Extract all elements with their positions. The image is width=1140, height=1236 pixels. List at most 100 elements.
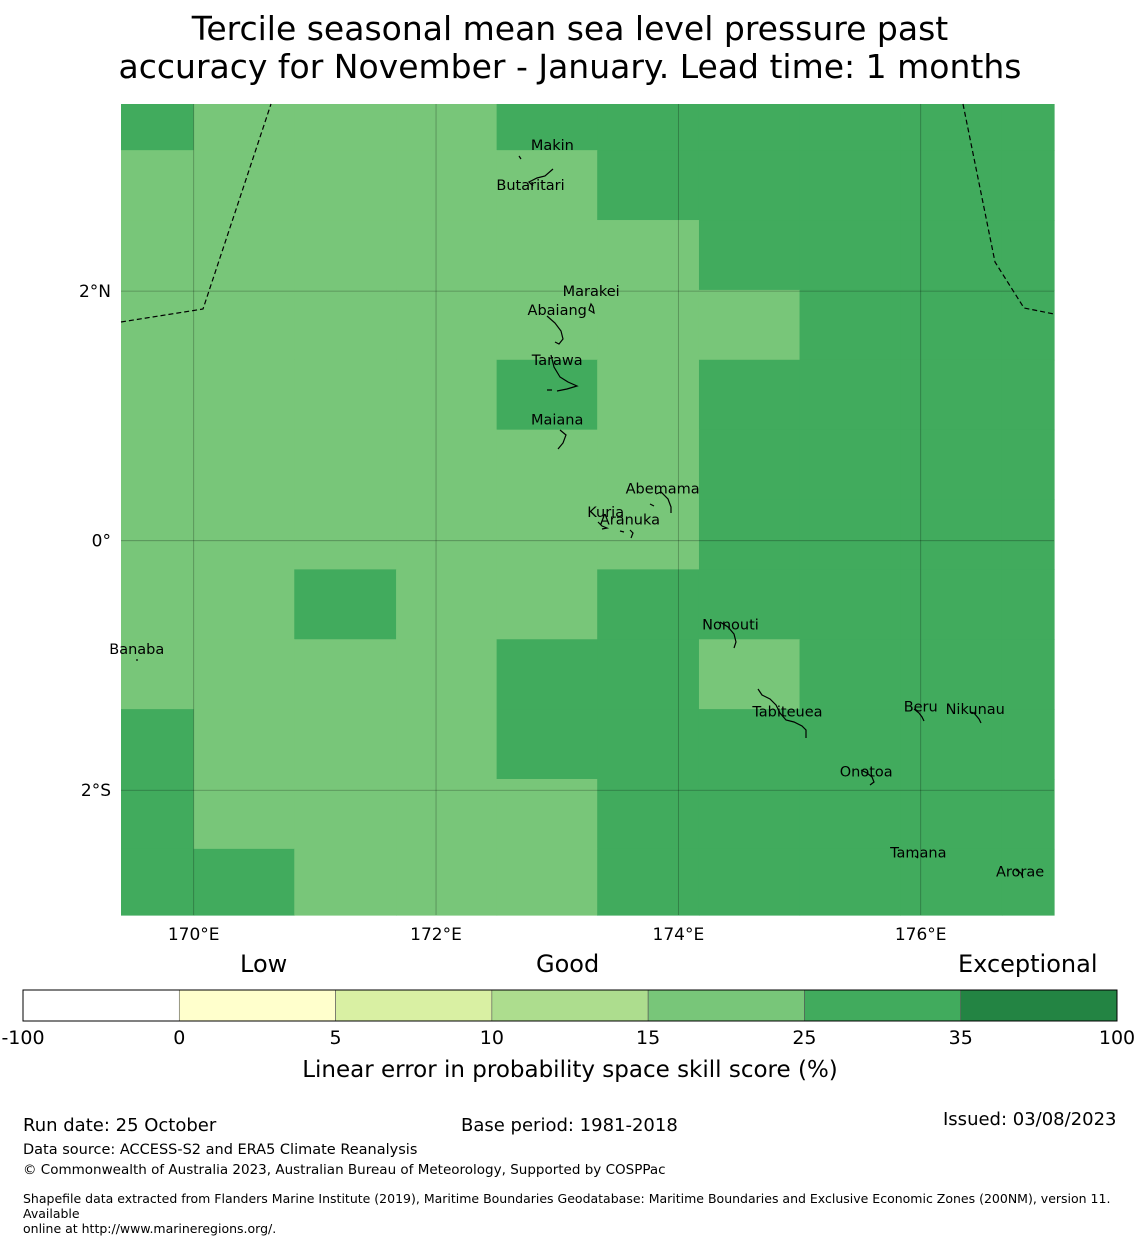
grid-cell xyxy=(900,499,1003,570)
grid-cell xyxy=(698,220,801,291)
colorbar-bin xyxy=(960,989,1118,1022)
grid-cell xyxy=(799,429,901,501)
grid-cell xyxy=(496,569,598,640)
grid-cell xyxy=(496,150,598,221)
axis-tick-labels: 170°E 172°E 174°E 176°E 2°N 0° 2°S xyxy=(79,282,947,945)
colorbar-outline xyxy=(22,989,1118,1022)
grid-cell xyxy=(193,104,295,151)
title-line-1: Tercile seasonal mean sea level pressure… xyxy=(191,9,949,48)
grid-cell xyxy=(496,709,598,780)
grid-cell xyxy=(193,359,295,431)
island-abemama xyxy=(649,491,672,513)
grid-cell xyxy=(294,848,397,916)
island-onotoa xyxy=(860,769,875,786)
place-label: Aranuka xyxy=(600,512,660,528)
place-label: Abaiang xyxy=(528,303,587,319)
grid-cell xyxy=(900,220,1003,291)
grid-cell xyxy=(121,359,195,431)
grid-cell xyxy=(698,104,801,151)
grid-cell xyxy=(799,709,901,780)
grid-cell xyxy=(121,104,195,151)
grid-cell xyxy=(294,569,397,640)
grid-cell xyxy=(799,779,901,850)
grid-cell xyxy=(698,359,801,431)
grid-cell xyxy=(294,709,397,780)
grid-cell xyxy=(121,779,195,850)
colorbar-tick-label: 15 xyxy=(636,1027,660,1049)
island-marakei xyxy=(588,302,595,315)
place-label: Maiana xyxy=(531,413,583,429)
colorbar-label: Linear error in probability space skill … xyxy=(302,1057,838,1083)
grid-cell xyxy=(294,779,397,850)
grid-cell xyxy=(396,220,498,291)
grid-cell xyxy=(597,569,700,640)
grid-cell xyxy=(193,429,295,501)
grid-cell xyxy=(1001,848,1055,916)
grid-cell xyxy=(396,779,498,850)
grid-cell xyxy=(698,569,801,640)
grid-cell xyxy=(396,848,498,916)
grid-cell xyxy=(396,429,498,501)
grid-cell xyxy=(1001,569,1055,640)
legend-category-exceptional: Exceptional xyxy=(958,950,1098,978)
eez-boundary-west xyxy=(120,103,272,323)
island-outlines xyxy=(136,155,1024,879)
place-label: Beru xyxy=(904,700,938,716)
grid-cell xyxy=(698,289,801,361)
grid-cell xyxy=(496,499,598,570)
lat-tick-label: 2°S xyxy=(81,781,111,801)
grid-cell xyxy=(1001,289,1055,361)
lon-tick-label: 176°E xyxy=(895,925,947,945)
island-kuria xyxy=(597,521,610,530)
grid-cell xyxy=(294,289,397,361)
place-label: Tarawa xyxy=(531,353,583,369)
island-nonouti xyxy=(719,621,737,649)
island-arorae xyxy=(1015,869,1024,879)
grid-cell xyxy=(900,569,1003,640)
grid-cell xyxy=(900,429,1003,501)
grid-cell xyxy=(799,359,901,431)
colorbar-tick-label: 100 xyxy=(1099,1027,1135,1049)
colorbar-bin xyxy=(804,989,962,1022)
grid-cell xyxy=(496,639,598,710)
copyright: © Commonwealth of Australia 2023, Austra… xyxy=(23,1162,666,1178)
grid-cell xyxy=(597,499,700,570)
grid-cell xyxy=(294,104,397,151)
grid-cell xyxy=(799,639,901,710)
colorbar-bin xyxy=(491,989,649,1022)
island-aranuka xyxy=(619,529,634,539)
grid-cell xyxy=(193,709,295,780)
island-makin xyxy=(518,155,522,160)
grid-cell xyxy=(698,150,801,221)
grid-cell xyxy=(698,429,801,501)
colorbar-bin xyxy=(647,989,805,1022)
grid-cell xyxy=(496,220,598,291)
grid-cell xyxy=(193,779,295,850)
island-abaiang xyxy=(546,315,564,345)
grid-cell xyxy=(193,499,295,570)
colorbar-tick-label: 10 xyxy=(480,1027,504,1049)
grid-cell xyxy=(799,848,901,916)
grid-cell xyxy=(121,569,195,640)
grid-cell xyxy=(900,289,1003,361)
place-label: Tamana xyxy=(889,846,946,862)
title-line-2: accuracy for November - January. Lead ti… xyxy=(118,47,1022,86)
grid-cell xyxy=(496,779,598,850)
grid-cell xyxy=(396,359,498,431)
place-label: Makin xyxy=(531,138,574,154)
colorbar-tick-label: 25 xyxy=(792,1027,816,1049)
colorbar-bin xyxy=(335,989,493,1022)
grid-cell xyxy=(1001,104,1055,151)
grid-cell xyxy=(121,429,195,501)
grid-cell xyxy=(294,429,397,501)
grid-cell xyxy=(597,220,700,291)
grid-cell xyxy=(193,289,295,361)
lat-tick-label: 0° xyxy=(92,532,111,552)
island-tarawa xyxy=(547,354,579,392)
grid-cell xyxy=(1001,220,1055,291)
grid-cell xyxy=(597,429,700,501)
place-label: Banaba xyxy=(109,642,164,658)
grid-cell xyxy=(121,499,195,570)
grid-cell xyxy=(799,150,901,221)
